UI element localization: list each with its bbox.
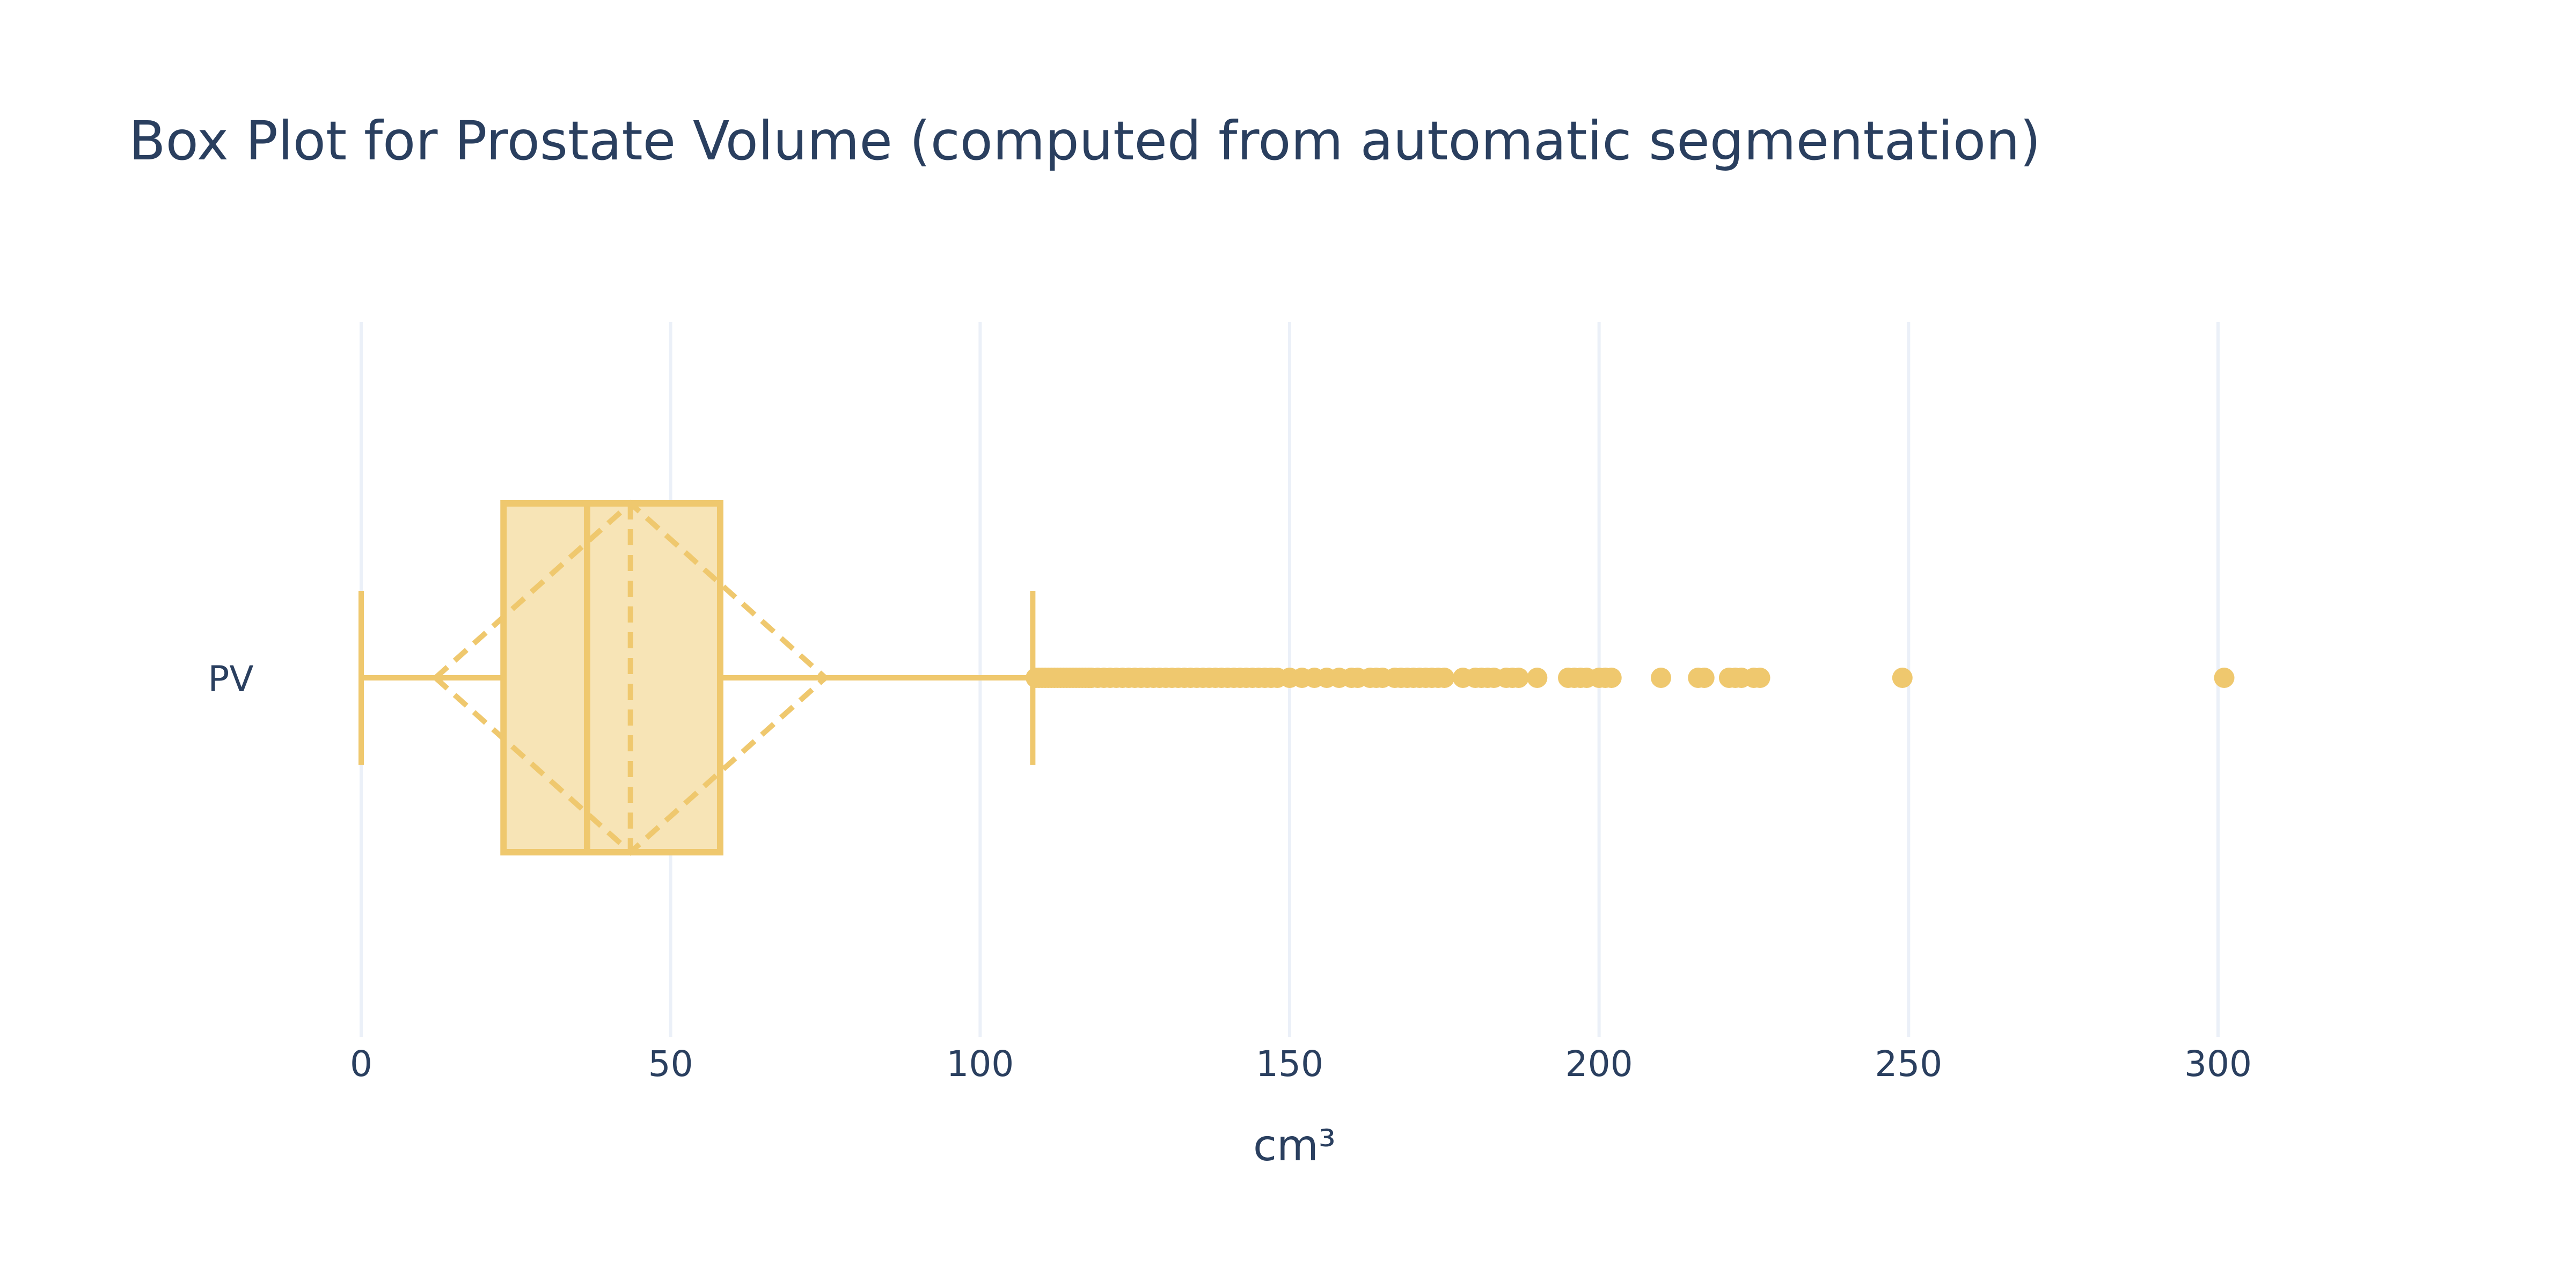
- outlier-point: [1527, 668, 1548, 688]
- iqr-box: [500, 500, 723, 855]
- chart-title: Box Plot for Prostate Volume (computed f…: [129, 109, 2041, 172]
- outlier-point: [1601, 668, 1622, 688]
- mean-sd-diamond: [431, 500, 830, 856]
- outlier-point: [1434, 668, 1455, 688]
- x-axis-ticks: 0 50 100 150 200 250 300: [350, 1043, 2252, 1085]
- x-tick-label: 250: [1875, 1043, 1942, 1085]
- outlier-point: [2214, 668, 2235, 688]
- box-trace: [358, 500, 1036, 856]
- y-tick-label: PV: [208, 658, 254, 700]
- x-tick-label: 150: [1256, 1043, 1323, 1085]
- x-tick-label: 300: [2184, 1043, 2252, 1085]
- outlier-point: [1892, 668, 1913, 688]
- x-tick-label: 50: [648, 1043, 693, 1085]
- outlier-point: [1651, 668, 1671, 688]
- outlier-point: [1508, 668, 1529, 688]
- x-tick-label: 100: [946, 1043, 1014, 1085]
- outlier-point: [1694, 668, 1715, 688]
- x-tick-label: 200: [1565, 1043, 1633, 1085]
- x-tick-label: 0: [350, 1043, 372, 1085]
- outlier-points: [1026, 668, 2235, 688]
- outlier-point: [1750, 668, 1770, 688]
- x-axis-title: cm³: [1253, 1121, 1336, 1170]
